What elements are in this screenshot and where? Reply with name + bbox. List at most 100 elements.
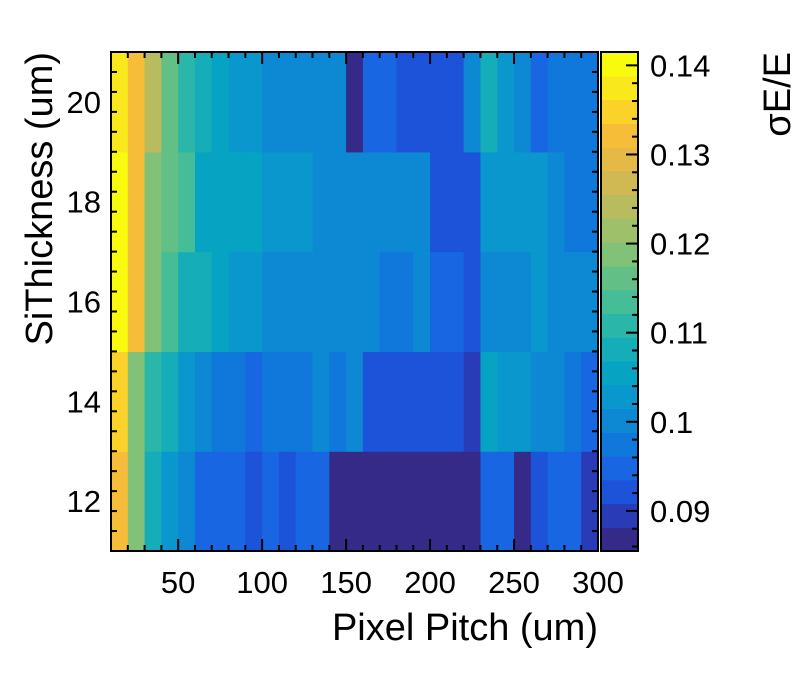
y-tick-label: 20 [67, 85, 101, 120]
heatmap-cell [396, 52, 414, 153]
color-bar-band [601, 455, 638, 481]
y-axis-title: SiThickness (um) [19, 52, 61, 346]
heatmap-cell [547, 151, 566, 253]
heatmap-cell [413, 451, 431, 552]
color-bar-band [601, 52, 638, 77]
heatmap-cell [346, 451, 364, 552]
heatmap-cell [362, 52, 381, 153]
heatmap-cell [161, 451, 179, 552]
heatmap-cell [245, 451, 263, 552]
x-tick-label: 200 [404, 565, 456, 600]
heatmap-cell [430, 451, 448, 552]
heatmap-cell [564, 251, 582, 352]
heatmap-cell [396, 151, 414, 253]
heatmap-cell [295, 451, 314, 552]
heatmap-cell [178, 52, 196, 153]
heatmap-cell [144, 351, 162, 452]
plot-frame [110, 51, 599, 552]
z-tick-label: 0.14 [650, 48, 710, 83]
heatmap-cell [413, 151, 431, 253]
heatmap-cell [547, 351, 566, 452]
x-tick-label: 50 [161, 565, 195, 600]
heatmap-cell [194, 151, 213, 253]
heatmap-cell [480, 151, 498, 253]
heatmap-cell [228, 151, 246, 253]
heatmap-cell [463, 251, 482, 352]
heatmap-cell [228, 52, 246, 153]
heatmap-cell [329, 451, 347, 552]
heatmap-cell [581, 251, 599, 352]
heatmap-cell [530, 351, 549, 452]
heatmap-cell [262, 52, 280, 153]
heatmap-cell [379, 151, 398, 253]
heatmap-cell [463, 451, 482, 552]
heatmap-cell [262, 351, 280, 452]
heatmap-cell [497, 451, 515, 552]
heatmap-cell [547, 52, 566, 153]
heatmap-cell [329, 251, 347, 352]
heatmap-cell [396, 351, 414, 452]
heatmap-cell [194, 351, 213, 452]
heatmap-cell [379, 52, 398, 153]
heatmap-cell [245, 151, 263, 253]
heatmap-cell [211, 251, 230, 352]
x-axis-ticks: 50 100 150 200 250 300 [110, 52, 624, 600]
color-bar-band [601, 242, 638, 267]
color-bar-band [601, 218, 638, 243]
heatmap-cell [413, 251, 431, 352]
heatmap-cell [446, 451, 465, 552]
heatmap-cell [329, 52, 347, 153]
heatmap-cell [278, 451, 297, 552]
color-bar [601, 52, 638, 552]
heatmap-cell [329, 151, 347, 253]
heatmap-cell [295, 151, 314, 253]
heatmap-cell [547, 451, 566, 552]
heatmap-cell [430, 351, 448, 452]
heatmap-cell [530, 451, 549, 552]
heatmap-cell [194, 52, 213, 153]
heatmap-cell [564, 351, 582, 452]
heatmap-cell [581, 351, 599, 452]
heatmap-cell [111, 251, 129, 352]
heatmap-cell [581, 52, 599, 153]
heatmap-cell [161, 351, 179, 452]
heatmap-cell [379, 451, 398, 552]
heatmap-cell [463, 52, 482, 153]
y-axis-ticks: 12 14 16 18 20 [67, 51, 598, 552]
color-bar-frame [600, 51, 639, 552]
heatmap-cell [278, 151, 297, 253]
heatmap-cell [446, 251, 465, 352]
heatmap-cell [362, 451, 381, 552]
y-tick-label: 16 [67, 285, 101, 320]
heatmap-cell [127, 251, 146, 352]
heatmap-cell [514, 451, 532, 552]
x-tick-label: 300 [572, 565, 624, 600]
heatmap-cell [514, 52, 532, 153]
color-bar-band [601, 313, 638, 338]
heatmap-cell [178, 451, 196, 552]
color-bar-band [601, 337, 638, 362]
heatmap-cell [161, 251, 179, 352]
x-tick-label: 150 [320, 565, 372, 600]
heatmap-cell [564, 151, 582, 253]
x-axis-title: Pixel Pitch (um) [332, 607, 598, 649]
heatmap-cell [463, 151, 482, 253]
heatmap-cell [430, 251, 448, 352]
color-bar-band [601, 432, 638, 457]
heatmap-cell [463, 351, 482, 452]
heatmap-cell [111, 351, 129, 452]
heatmap-cell [362, 251, 381, 352]
color-bar-band [601, 408, 638, 433]
z-tick-label: 0.09 [650, 494, 710, 529]
heatmap-cell [262, 451, 280, 552]
color-bar-band [601, 99, 638, 124]
heatmap-cell [497, 251, 515, 352]
z-tick-label: 0.12 [650, 227, 710, 262]
heatmap-cell [211, 151, 230, 253]
heatmap-cell [346, 251, 364, 352]
heatmap-cell [497, 351, 515, 452]
heatmap-cell [514, 151, 532, 253]
heatmap-cell [446, 151, 465, 253]
heatmap-cell [547, 251, 566, 352]
